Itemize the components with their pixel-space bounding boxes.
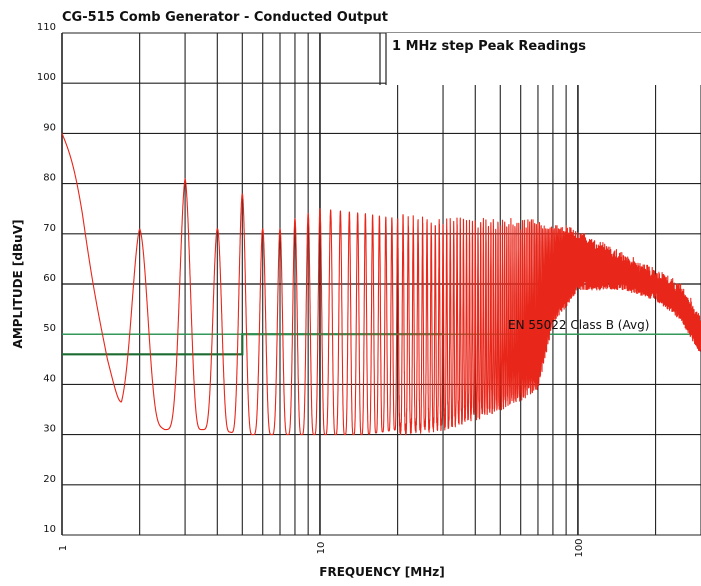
limit-line-label: EN 55022 Class B (Avg) <box>508 318 649 332</box>
y-tick-label-10: 110 <box>37 22 56 33</box>
y-tick-label-0: 10 <box>43 524 56 535</box>
y-tick-label-2: 30 <box>43 424 56 435</box>
y-tick-label-9: 100 <box>37 72 56 83</box>
y-tick-label-7: 80 <box>43 173 56 184</box>
x-tick-label-0: 1 <box>58 545 69 551</box>
y-axis-label: AMPLITUDE [dBuV] <box>11 220 25 349</box>
x-tick-label-2: 100 <box>574 538 585 557</box>
chart-title: CG-515 Comb Generator - Conducted Output <box>62 10 388 25</box>
y-tick-label-3: 40 <box>43 373 56 384</box>
x-axis-label: FREQUENCY [MHz] <box>319 565 444 579</box>
y-tick-label-6: 70 <box>43 223 56 234</box>
limit-line-0 <box>62 334 443 354</box>
y-tick-label-8: 90 <box>43 122 56 133</box>
y-tick-label-1: 20 <box>43 474 56 485</box>
y-tick-label-4: 50 <box>43 323 56 334</box>
peak-readings-label: 1 MHz step Peak Readings <box>392 39 586 54</box>
x-tick-label-1: 10 <box>316 542 327 555</box>
y-tick-label-5: 60 <box>43 273 56 284</box>
